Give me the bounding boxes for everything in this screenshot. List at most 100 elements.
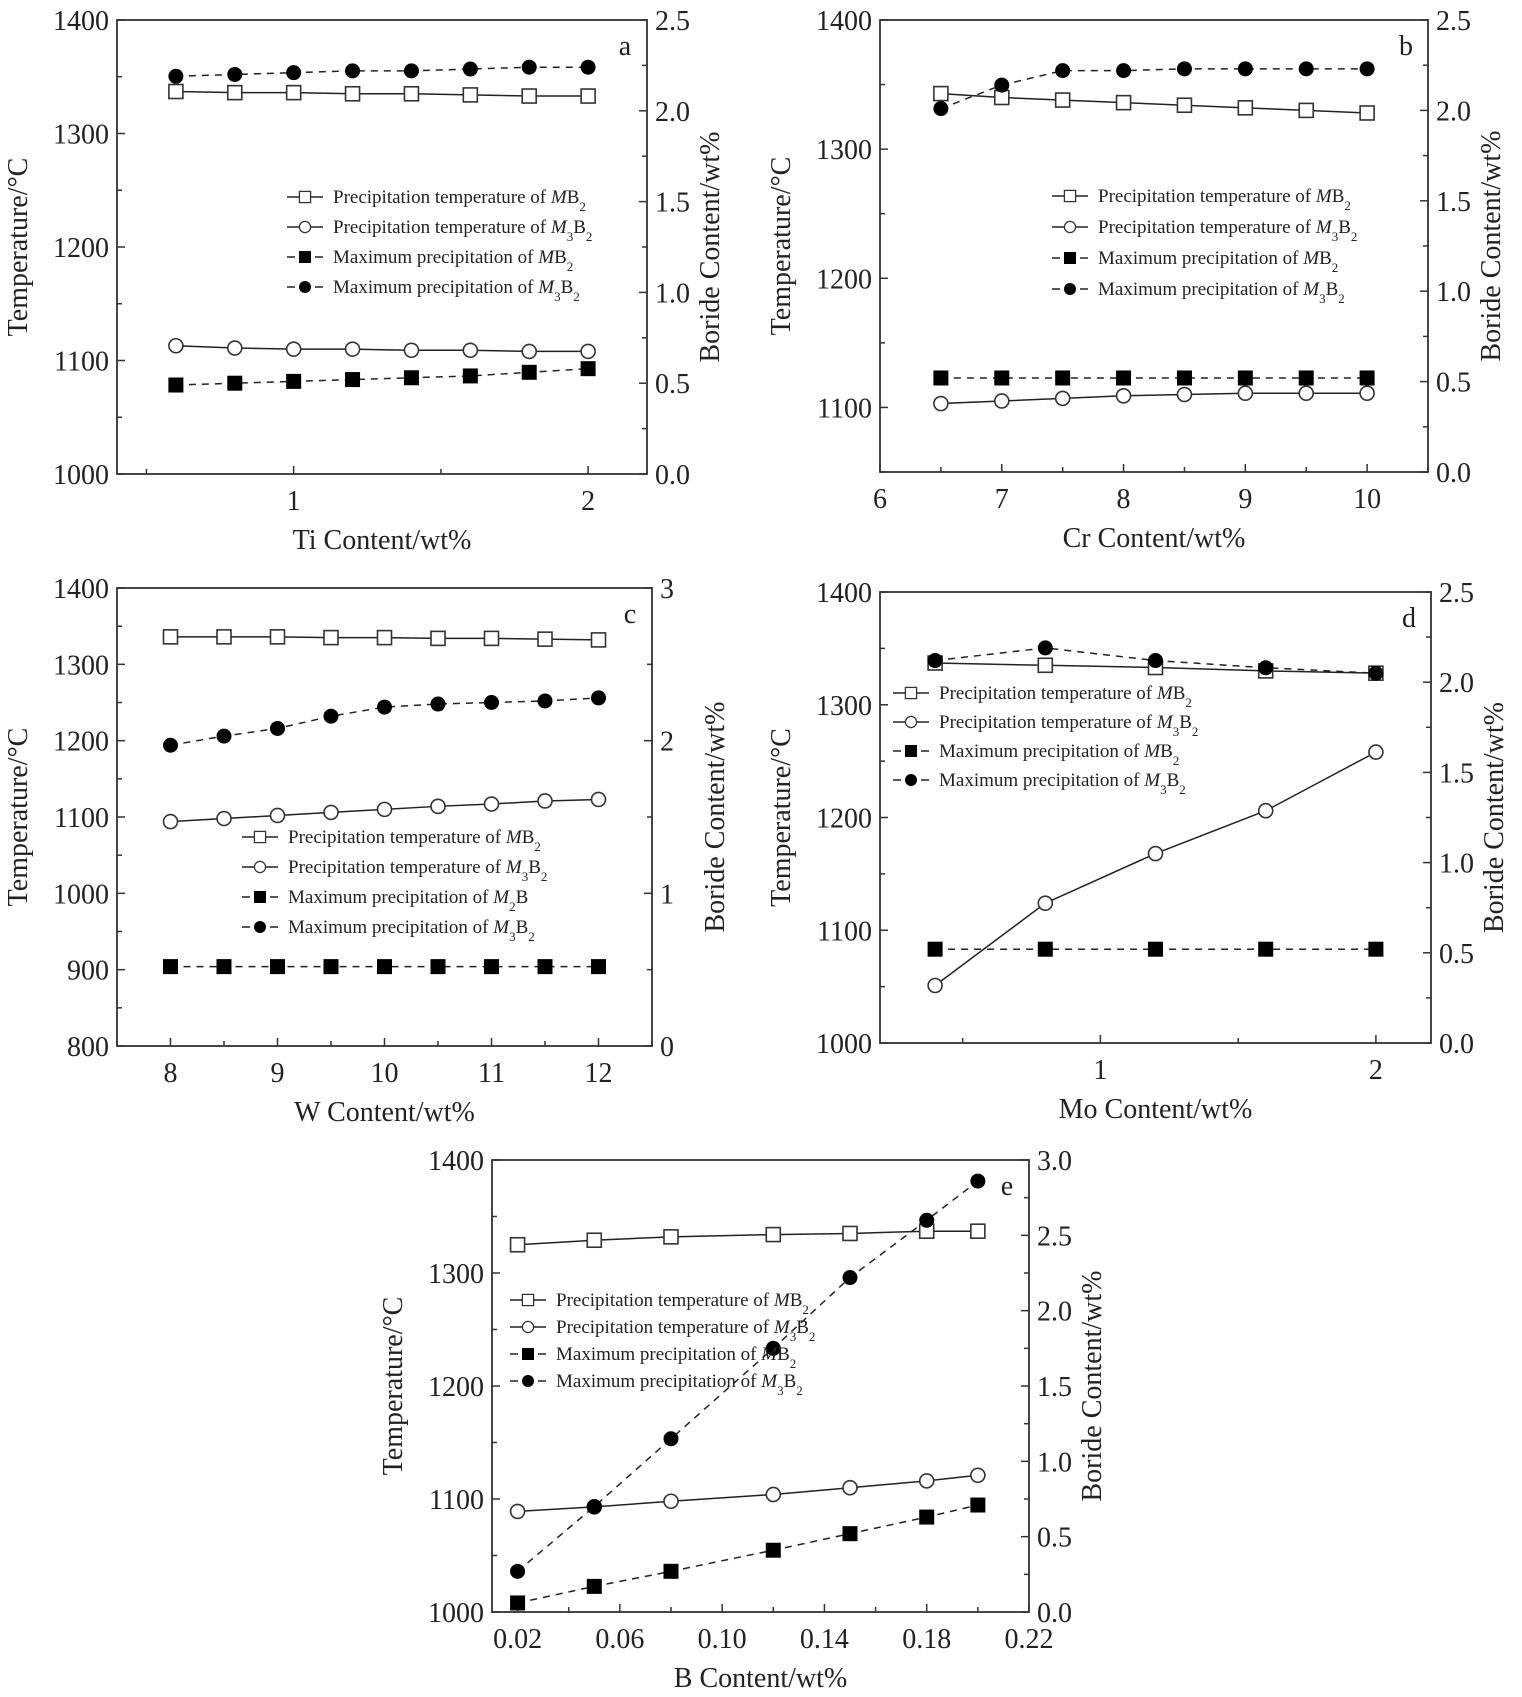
data-point: [663, 1229, 679, 1245]
panel-letter: b: [1399, 31, 1413, 62]
data-point: [403, 85, 420, 102]
data-point: [1368, 665, 1384, 681]
panel-letter: d: [1402, 603, 1416, 634]
y-tick-label: 1100: [54, 347, 109, 378]
y-tick-label: 1400: [53, 574, 109, 605]
series-line: [175, 367, 589, 386]
legend-marker: [521, 1293, 535, 1307]
series-line: [175, 66, 589, 78]
data-point: [345, 63, 361, 79]
data-point: [1237, 385, 1254, 402]
data-point: [403, 370, 419, 386]
legend-label: Maximum precipitation of MB2: [333, 247, 573, 274]
x-tick-label: 8: [1117, 484, 1131, 515]
y2-tick-label: 0.5: [1439, 939, 1474, 970]
data-point: [163, 959, 178, 975]
data-point: [521, 88, 538, 104]
legend-item: Precipitation temperature of MB2: [1052, 186, 1351, 213]
data-point: [344, 85, 361, 102]
series-filled-square: [163, 959, 606, 975]
data-point: [1298, 61, 1314, 77]
legend-item: Maximum precipitation of MB2: [1052, 248, 1338, 275]
x-tick-label: 0.14: [800, 1624, 849, 1655]
data-point: [1148, 653, 1163, 669]
y-axis-title: Temperature/°C: [3, 158, 34, 337]
data-point: [842, 1526, 858, 1542]
series-open-circle: [162, 791, 607, 830]
y2-tick-label: 2: [660, 727, 674, 758]
data-point: [1237, 61, 1253, 77]
y2-tick-label: 2.0: [655, 97, 690, 128]
data-point: [919, 1212, 935, 1228]
y2-tick-label: 1.5: [1439, 758, 1474, 789]
y-tick-label: 1200: [428, 1372, 484, 1403]
data-point: [927, 977, 943, 994]
legend-label: Precipitation temperature of MB2: [556, 1290, 809, 1317]
data-point: [537, 793, 553, 809]
legend-marker: [905, 745, 918, 758]
legend-item: Maximum precipitation of MB2: [893, 741, 1179, 768]
y-tick-label: 1300: [816, 135, 872, 166]
y-tick-label: 1400: [816, 6, 872, 37]
data-point: [918, 1473, 935, 1489]
chart-panel-e: 0.02 0.06 0.10 0.14 0.18 0.22 1000 1100 1200 1300…: [378, 1146, 1108, 1694]
data-point: [168, 68, 184, 84]
y2-tick-label: 0.5: [1037, 1523, 1072, 1554]
y-tick-label: 1300: [53, 650, 109, 681]
data-point: [270, 959, 285, 975]
y-tick-label: 1400: [53, 6, 109, 37]
data-point: [994, 370, 1010, 386]
y-tick-label: 1300: [53, 120, 109, 151]
data-point: [580, 343, 596, 360]
legend-item: Precipitation temperature of M3B2: [1052, 217, 1357, 244]
legend-marker: [254, 921, 266, 933]
legend-marker: [1063, 189, 1077, 203]
legend-item: Maximum precipitation of M3B2: [510, 1371, 803, 1398]
data-point: [227, 66, 243, 82]
data-point: [1258, 660, 1274, 676]
legend-marker: [905, 774, 917, 786]
data-point: [993, 393, 1010, 409]
data-point: [168, 83, 184, 100]
data-point: [591, 690, 606, 706]
y-tick-label: 1100: [817, 916, 872, 947]
chart-panel-d: 1 2 1000 1100 1200 1300 1400 0.0 0.5 1.0 1.5 2.0 2.5…: [766, 578, 1510, 1125]
x-tick-label: 0.18: [902, 1624, 951, 1655]
data-point: [377, 959, 392, 975]
legend-item: Maximum precipitation of M3B2: [1052, 279, 1345, 306]
data-point: [586, 1499, 602, 1515]
data-point: [842, 1225, 858, 1242]
data-point: [345, 372, 361, 388]
y2-tick-label: 1: [660, 879, 674, 910]
y2-tick-label: 2.0: [1436, 96, 1471, 127]
legend-item: Maximum precipitation of MB2: [510, 1344, 796, 1371]
legend-marker: [299, 250, 312, 263]
legend-label: Maximum precipitation of M3B2: [333, 277, 580, 304]
y2-tick-label: 1.5: [655, 188, 690, 219]
legend-item: Maximum precipitation of MB2: [287, 247, 573, 274]
legend-marker: [521, 1320, 535, 1334]
data-point: [933, 101, 949, 117]
series-line: [175, 344, 589, 353]
data-point: [1359, 61, 1375, 77]
x-tick-label: 11: [478, 1058, 505, 1089]
data-point: [970, 1173, 986, 1189]
legend-label: Maximum precipitation of M3B2: [288, 917, 535, 944]
data-point: [1237, 370, 1253, 386]
data-point: [1055, 63, 1071, 79]
data-point: [323, 959, 339, 975]
series-open-circle: [933, 385, 1375, 412]
data-point: [1147, 845, 1164, 862]
series-open-circle: [509, 1467, 986, 1520]
data-point: [462, 342, 479, 359]
data-point: [970, 1497, 986, 1513]
data-point: [1176, 61, 1192, 77]
y2-tick-label: 2.0: [1439, 668, 1474, 699]
legend-item: Precipitation temperature of MB2: [242, 827, 541, 854]
y2-axis-title: Boride Content/wt%: [700, 702, 731, 933]
legend-marker: [1064, 251, 1077, 264]
y2-tick-label: 2.0: [1037, 1297, 1072, 1328]
data-point: [1037, 941, 1053, 957]
x-tick-label: 0.10: [698, 1624, 747, 1655]
y-tick-label: 1200: [816, 264, 872, 295]
